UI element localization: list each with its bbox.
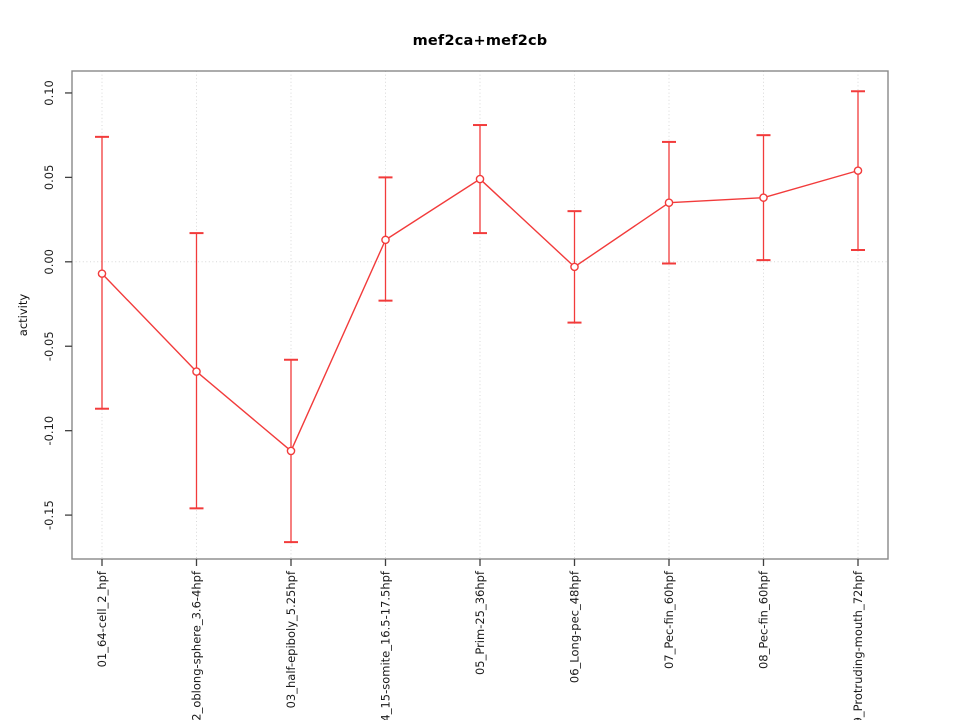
x-tick-label: 02_oblong-sphere_3.6-4hpf xyxy=(190,570,204,720)
x-tick-label: 01_64-cell_2_hpf xyxy=(95,570,109,667)
x-tick-label: 09_Protruding-mouth_72hpf xyxy=(851,570,865,720)
y-tick-label: 0.05 xyxy=(42,165,56,191)
data-point xyxy=(570,262,579,272)
chart-title: mef2ca+mef2cb xyxy=(412,33,548,49)
y-tick-label: -0.15 xyxy=(42,500,56,530)
y-tick-label: 0.00 xyxy=(42,249,56,275)
y-tick-label: 0.10 xyxy=(42,80,56,106)
x-tick-label: 03_half-epiboly_5.25hpf xyxy=(284,570,298,708)
data-point xyxy=(286,446,296,456)
data-point xyxy=(853,166,863,175)
y-tick-label: -0.05 xyxy=(42,331,56,361)
x-tick-label: 08_Pec-fin_60hpf xyxy=(757,570,771,669)
y-tick-label: -0.10 xyxy=(42,416,56,446)
data-point xyxy=(759,193,768,202)
x-tick-label: 05_Prim-25_36hpf xyxy=(473,570,487,675)
data-point xyxy=(192,367,201,376)
data-point xyxy=(475,174,485,184)
x-tick-label: 04_15-somite_16.5-17.5hpf xyxy=(379,570,393,720)
x-tick-label: 06_Long-pec_48hpf xyxy=(568,570,582,683)
x-tick-label: 07_Pec-fin_60hpf xyxy=(662,570,676,669)
data-point xyxy=(381,235,390,245)
data-point xyxy=(664,198,674,208)
data-point xyxy=(97,269,107,278)
